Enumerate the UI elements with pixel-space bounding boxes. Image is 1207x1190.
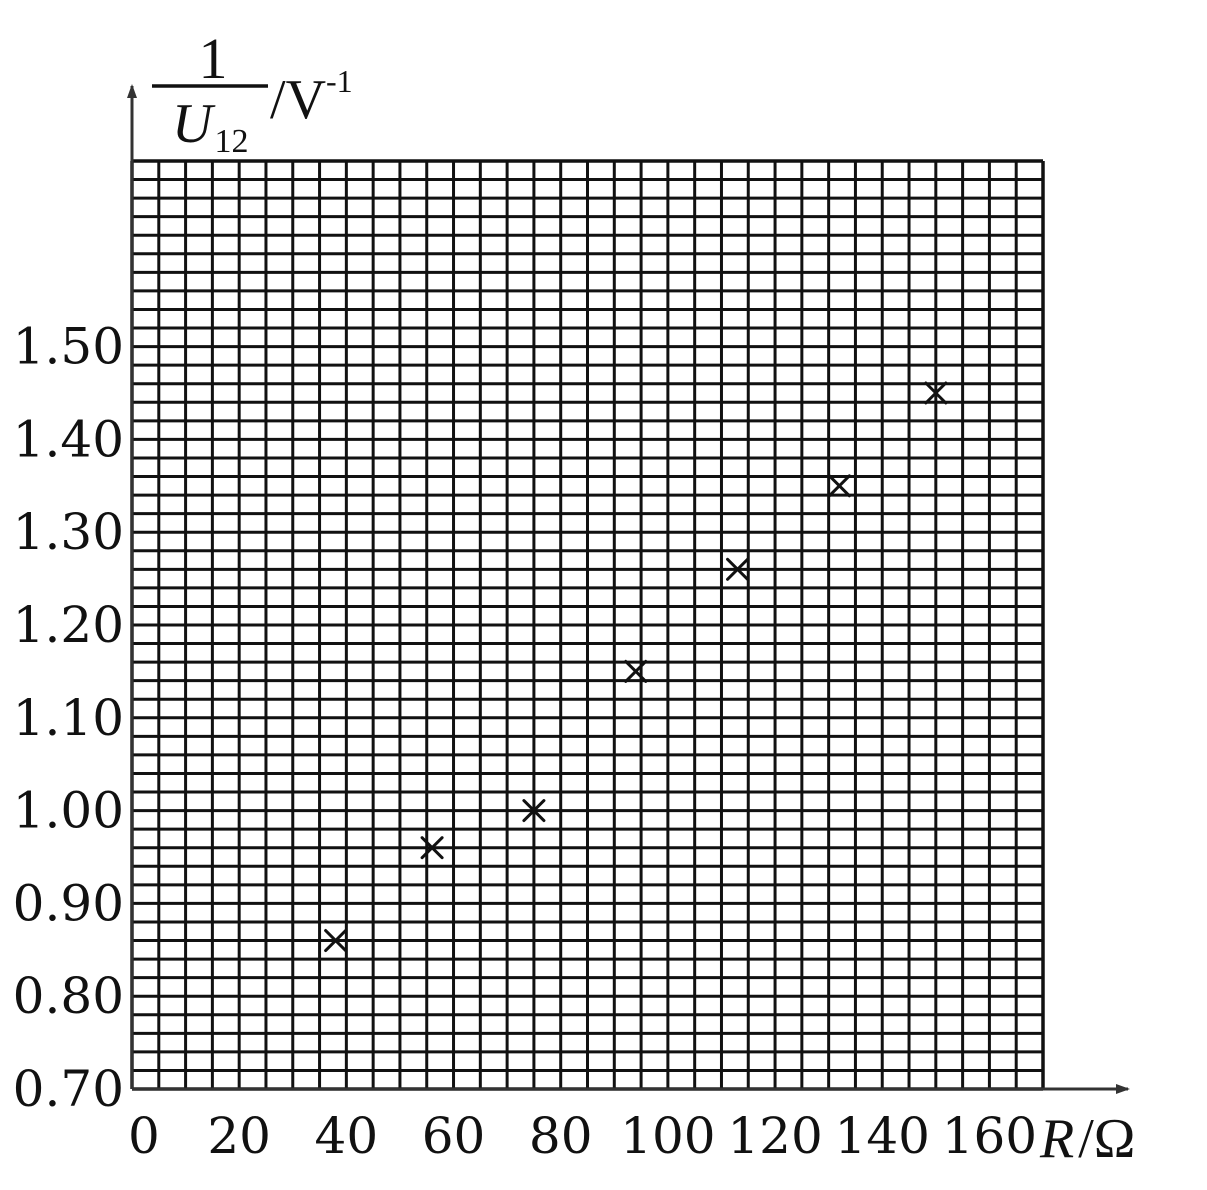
y-axis-label-numerator: 1: [199, 26, 228, 91]
y-tick-label: 0.80: [13, 967, 124, 1025]
data-point-x-marker: [827, 474, 851, 498]
y-axis-label-unit-exponent: -1: [326, 63, 353, 99]
axes: [127, 84, 1130, 1094]
x-tick-label: 140: [835, 1107, 930, 1165]
x-tick-label: 40: [315, 1107, 379, 1165]
data-point-x-marker: [420, 836, 444, 860]
y-tick-label: 1.00: [13, 782, 124, 840]
x-tick-label: 60: [422, 1107, 486, 1165]
x-tick-label: 100: [620, 1107, 715, 1165]
grid: [130, 159, 1045, 1091]
y-tick-label: 1.20: [13, 596, 124, 654]
x-tick-label: 120: [727, 1107, 822, 1165]
data-point-x-marker: [624, 659, 648, 683]
y-tick-labels: 0.70 0.80 0.90 1.00 1.10 1.20 1.30 1.40 1.50: [13, 318, 124, 1118]
x-tick-label: 160: [942, 1107, 1037, 1165]
data-point-x-marker: [726, 557, 750, 581]
x-tick-label: 80: [529, 1107, 593, 1165]
x-axis-label: R/Ω: [1039, 1108, 1135, 1170]
x-axis-unit: Ω: [1094, 1108, 1136, 1170]
x-tick-label: 20: [207, 1107, 271, 1165]
y-tick-label: 1.50: [13, 318, 124, 376]
y-axis-label-subscript: 12: [214, 123, 248, 160]
y-tick-label: 1.40: [13, 410, 124, 468]
y-tick-label: 0.90: [13, 874, 124, 932]
data-points: [324, 381, 948, 953]
y-tick-label: 1.30: [13, 503, 124, 561]
data-point-x-marker: [924, 381, 948, 405]
x-axis-variable: R: [1039, 1108, 1074, 1170]
x-tick-labels: 0 20 40 60 80 100 120 140 160: [128, 1107, 1037, 1165]
y-tick-label: 1.10: [13, 689, 124, 747]
data-point-x-marker: [522, 799, 546, 823]
y-axis-label-unit: /V-1: [270, 63, 353, 131]
y-axis-label-denominator: U12: [172, 93, 248, 160]
y-tick-label: 0.70: [13, 1060, 124, 1118]
x-tick-label: 0: [128, 1107, 160, 1165]
data-point-x-marker: [324, 929, 348, 953]
y-axis-label: 1 U12 /V-1: [152, 26, 353, 160]
